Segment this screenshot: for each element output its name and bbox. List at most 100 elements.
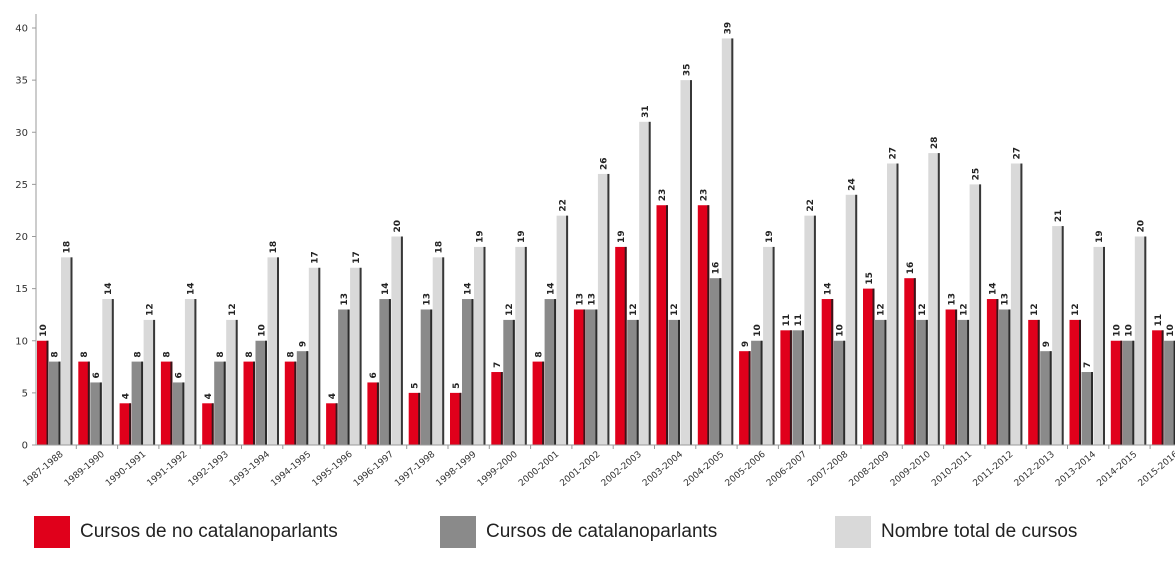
- data-label: 25: [971, 168, 981, 181]
- data-label: 13: [576, 293, 586, 306]
- bar-shadow: [831, 299, 834, 445]
- x-tick-label: 2007-2008: [806, 449, 850, 488]
- data-label: 8: [163, 351, 173, 357]
- bar-shadow: [648, 121, 651, 445]
- bar: [875, 319, 887, 445]
- bar: [556, 215, 569, 445]
- y-tick-label: 35: [15, 76, 28, 87]
- data-label: 10: [39, 324, 49, 337]
- bar-shadow: [471, 299, 474, 445]
- bar-shadow: [1079, 319, 1081, 445]
- y-axis: 0 5 10 15 20 25 30 35 40: [15, 14, 37, 452]
- bar-shadow: [760, 340, 763, 445]
- bar-shadow: [318, 267, 321, 445]
- bar-shadow: [306, 351, 309, 445]
- bar: [284, 361, 297, 445]
- bar: [1081, 372, 1093, 445]
- bar: [532, 361, 545, 445]
- bar-shadow: [99, 382, 102, 445]
- bar: [338, 309, 350, 445]
- bar-shadow: [1091, 372, 1093, 445]
- x-tick-label: 2005-2006: [724, 449, 768, 488]
- bar: [226, 319, 238, 445]
- bar: [945, 309, 958, 445]
- bar: [1093, 246, 1105, 445]
- legend-label: Cursos de catalanoparlants: [486, 521, 718, 542]
- bar: [833, 340, 846, 445]
- data-label: 14: [823, 283, 833, 296]
- bar: [1040, 351, 1052, 445]
- bar-shadow: [483, 246, 486, 445]
- data-label: 12: [1071, 303, 1081, 316]
- legend-label: Nombre total de cursos: [881, 521, 1078, 542]
- x-tick-label: 2013-2014: [1054, 449, 1098, 488]
- data-label: 13: [947, 293, 957, 306]
- x-tick-label: 1990-1991: [104, 450, 148, 489]
- bar-shadow: [211, 403, 214, 445]
- data-label: 8: [80, 351, 90, 357]
- bar: [863, 288, 875, 445]
- x-tick-label: 2002-2003: [600, 450, 644, 489]
- data-label: 39: [724, 22, 734, 35]
- data-label: 17: [352, 251, 362, 264]
- bar-shadow: [265, 340, 267, 445]
- data-label: 10: [1113, 324, 1123, 337]
- data-label: 8: [245, 351, 255, 357]
- data-label: 16: [906, 262, 916, 275]
- x-tick-label: 1996-1997: [352, 450, 396, 489]
- data-label: 14: [464, 283, 474, 296]
- legend-swatch-red: [34, 516, 70, 548]
- x-tick-label: 2015-2016: [1137, 449, 1175, 488]
- data-label: 19: [1095, 230, 1105, 243]
- bar: [143, 319, 156, 445]
- bar: [573, 309, 586, 445]
- bar-shadow: [996, 299, 999, 445]
- bars: 1081886144812861448128101889174131761420…: [37, 22, 1175, 446]
- bar: [1152, 330, 1164, 445]
- data-label: 27: [889, 147, 899, 160]
- bar-shadow: [1008, 309, 1011, 445]
- bar: [78, 361, 90, 445]
- bar: [627, 319, 639, 445]
- bar: [462, 299, 474, 445]
- data-label: 19: [617, 230, 627, 243]
- data-label: 21: [1054, 210, 1064, 223]
- bar-shadow: [1061, 226, 1064, 445]
- x-tick-label: 2010-2011: [930, 450, 974, 489]
- x-tick-label: 1994-1995: [269, 450, 313, 489]
- data-label: 14: [187, 283, 197, 296]
- bar: [1069, 319, 1081, 445]
- data-label: 12: [145, 303, 155, 316]
- bar-shadow: [748, 351, 751, 445]
- data-label: 28: [930, 137, 940, 150]
- x-axis: 1987-19881989-19901990-19911991-19921992…: [22, 444, 1175, 489]
- data-label: 27: [1013, 147, 1023, 160]
- bar: [308, 267, 321, 445]
- x-tick-label: 2006-2007: [765, 450, 809, 489]
- bar-shadow: [235, 319, 238, 445]
- bar-shadow: [1103, 246, 1105, 445]
- bar: [243, 361, 255, 445]
- data-label: 10: [1125, 324, 1135, 337]
- x-tick-label: 2008-2009: [848, 449, 892, 488]
- bar: [697, 205, 710, 445]
- data-label: 15: [865, 272, 875, 285]
- bar: [491, 372, 503, 445]
- bar-chart: 0 5 10 15 20 25 30 35 40 10 8 18 8 6 14 4 8 12 8 6 14 4 8 12 8 1…: [15, 14, 1175, 489]
- data-label: 13: [1001, 293, 1011, 306]
- bar: [432, 257, 445, 445]
- bar: [615, 246, 627, 445]
- bar-shadow: [624, 246, 627, 445]
- data-label: 9: [1042, 341, 1052, 347]
- data-label: 14: [381, 283, 391, 296]
- data-label: 23: [700, 189, 710, 202]
- bar: [296, 351, 309, 445]
- bar-shadow: [500, 372, 503, 445]
- bar: [515, 246, 527, 445]
- legend-swatch-dark-gray: [440, 516, 476, 548]
- data-label: 12: [959, 303, 969, 316]
- x-tick-label: 1992-1993: [187, 450, 231, 489]
- bar-shadow: [955, 309, 958, 445]
- x-tick-label: 2000-2001: [517, 450, 561, 489]
- bar: [804, 215, 816, 445]
